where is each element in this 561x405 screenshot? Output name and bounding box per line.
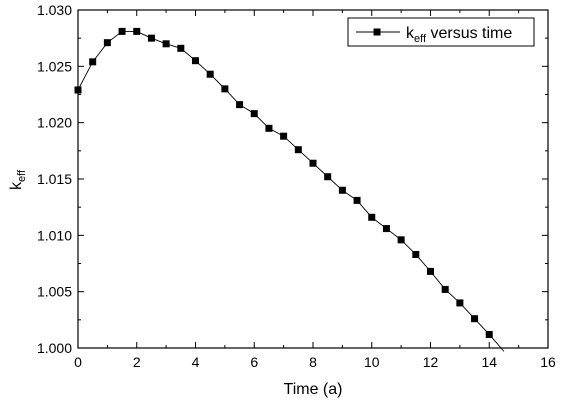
y-tick-label: 1.005 [37, 284, 72, 300]
x-tick-label: 4 [192, 354, 200, 370]
y-axis-title-subscript: eff [16, 169, 28, 182]
y-axis-title: keff [8, 169, 28, 190]
data-point-marker [89, 58, 97, 66]
y-tick-label: 1.015 [37, 171, 72, 187]
plot-frame [77, 9, 549, 349]
data-point-marker [221, 85, 229, 93]
data-point-marker [324, 173, 332, 181]
data-point-marker [456, 299, 464, 307]
data-point-marker [441, 285, 449, 293]
legend-label: keff versus time [406, 25, 512, 45]
data-point-marker [74, 86, 82, 94]
data-point-marker [427, 267, 434, 275]
data-point-marker [177, 44, 185, 52]
x-tick-labels: 0 2 4 6 8 10 12 14 16 [74, 354, 556, 370]
x-tick-label: 2 [133, 354, 141, 370]
data-point-marker [265, 124, 273, 132]
data-point-marker [147, 34, 155, 42]
data-point-marker [412, 250, 420, 258]
data-point-marker [382, 225, 390, 233]
x-tick-label: 8 [309, 354, 317, 370]
y-tick-label: 1.030 [37, 2, 72, 18]
x-tick-label: 14 [481, 354, 497, 370]
y-tick-labels: 1.000 1.005 1.010 1.015 1.020 1.025 1.030 [37, 2, 72, 356]
y-tick-label: 1.010 [37, 227, 72, 243]
data-point-marker [133, 27, 141, 35]
data-point-marker [309, 159, 317, 167]
data-point-marker [206, 70, 214, 78]
data-point-marker [250, 110, 258, 118]
plot-area [74, 27, 505, 352]
data-point-marker [368, 213, 376, 221]
x-tick-label: 0 [74, 354, 82, 370]
x-tick-label: 10 [364, 354, 380, 370]
legend-label-suffix: versus time [426, 25, 512, 42]
series-markers [74, 27, 493, 338]
x-axis-title: Time (a) [284, 381, 343, 398]
data-point-marker [471, 315, 479, 323]
data-point-marker [485, 330, 493, 338]
x-tick-label: 16 [540, 354, 556, 370]
y-tick-label: 1.000 [37, 340, 72, 356]
y-tick-label: 1.025 [37, 58, 72, 74]
data-point-marker [397, 236, 405, 244]
legend-label-subscript: eff [414, 33, 427, 45]
data-point-marker [294, 146, 302, 154]
legend: keff versus time [347, 17, 535, 47]
series-line [77, 30, 505, 352]
y-axis-title-base: k [8, 181, 25, 190]
legend-label-base: k [406, 25, 415, 42]
data-point-marker [338, 186, 346, 194]
x-tick-label: 12 [423, 354, 439, 370]
y-tick-label: 1.020 [37, 115, 72, 131]
data-point-marker [236, 101, 244, 109]
x-tick-label: 6 [250, 354, 258, 370]
data-point-marker [280, 132, 288, 140]
legend-marker-square-icon [373, 28, 381, 36]
data-point-marker [103, 39, 111, 47]
data-point-marker [192, 57, 199, 65]
data-point-marker [353, 196, 361, 204]
data-point-marker [162, 40, 170, 48]
data-point-marker [118, 27, 126, 35]
axis-ticks [77, 9, 549, 349]
